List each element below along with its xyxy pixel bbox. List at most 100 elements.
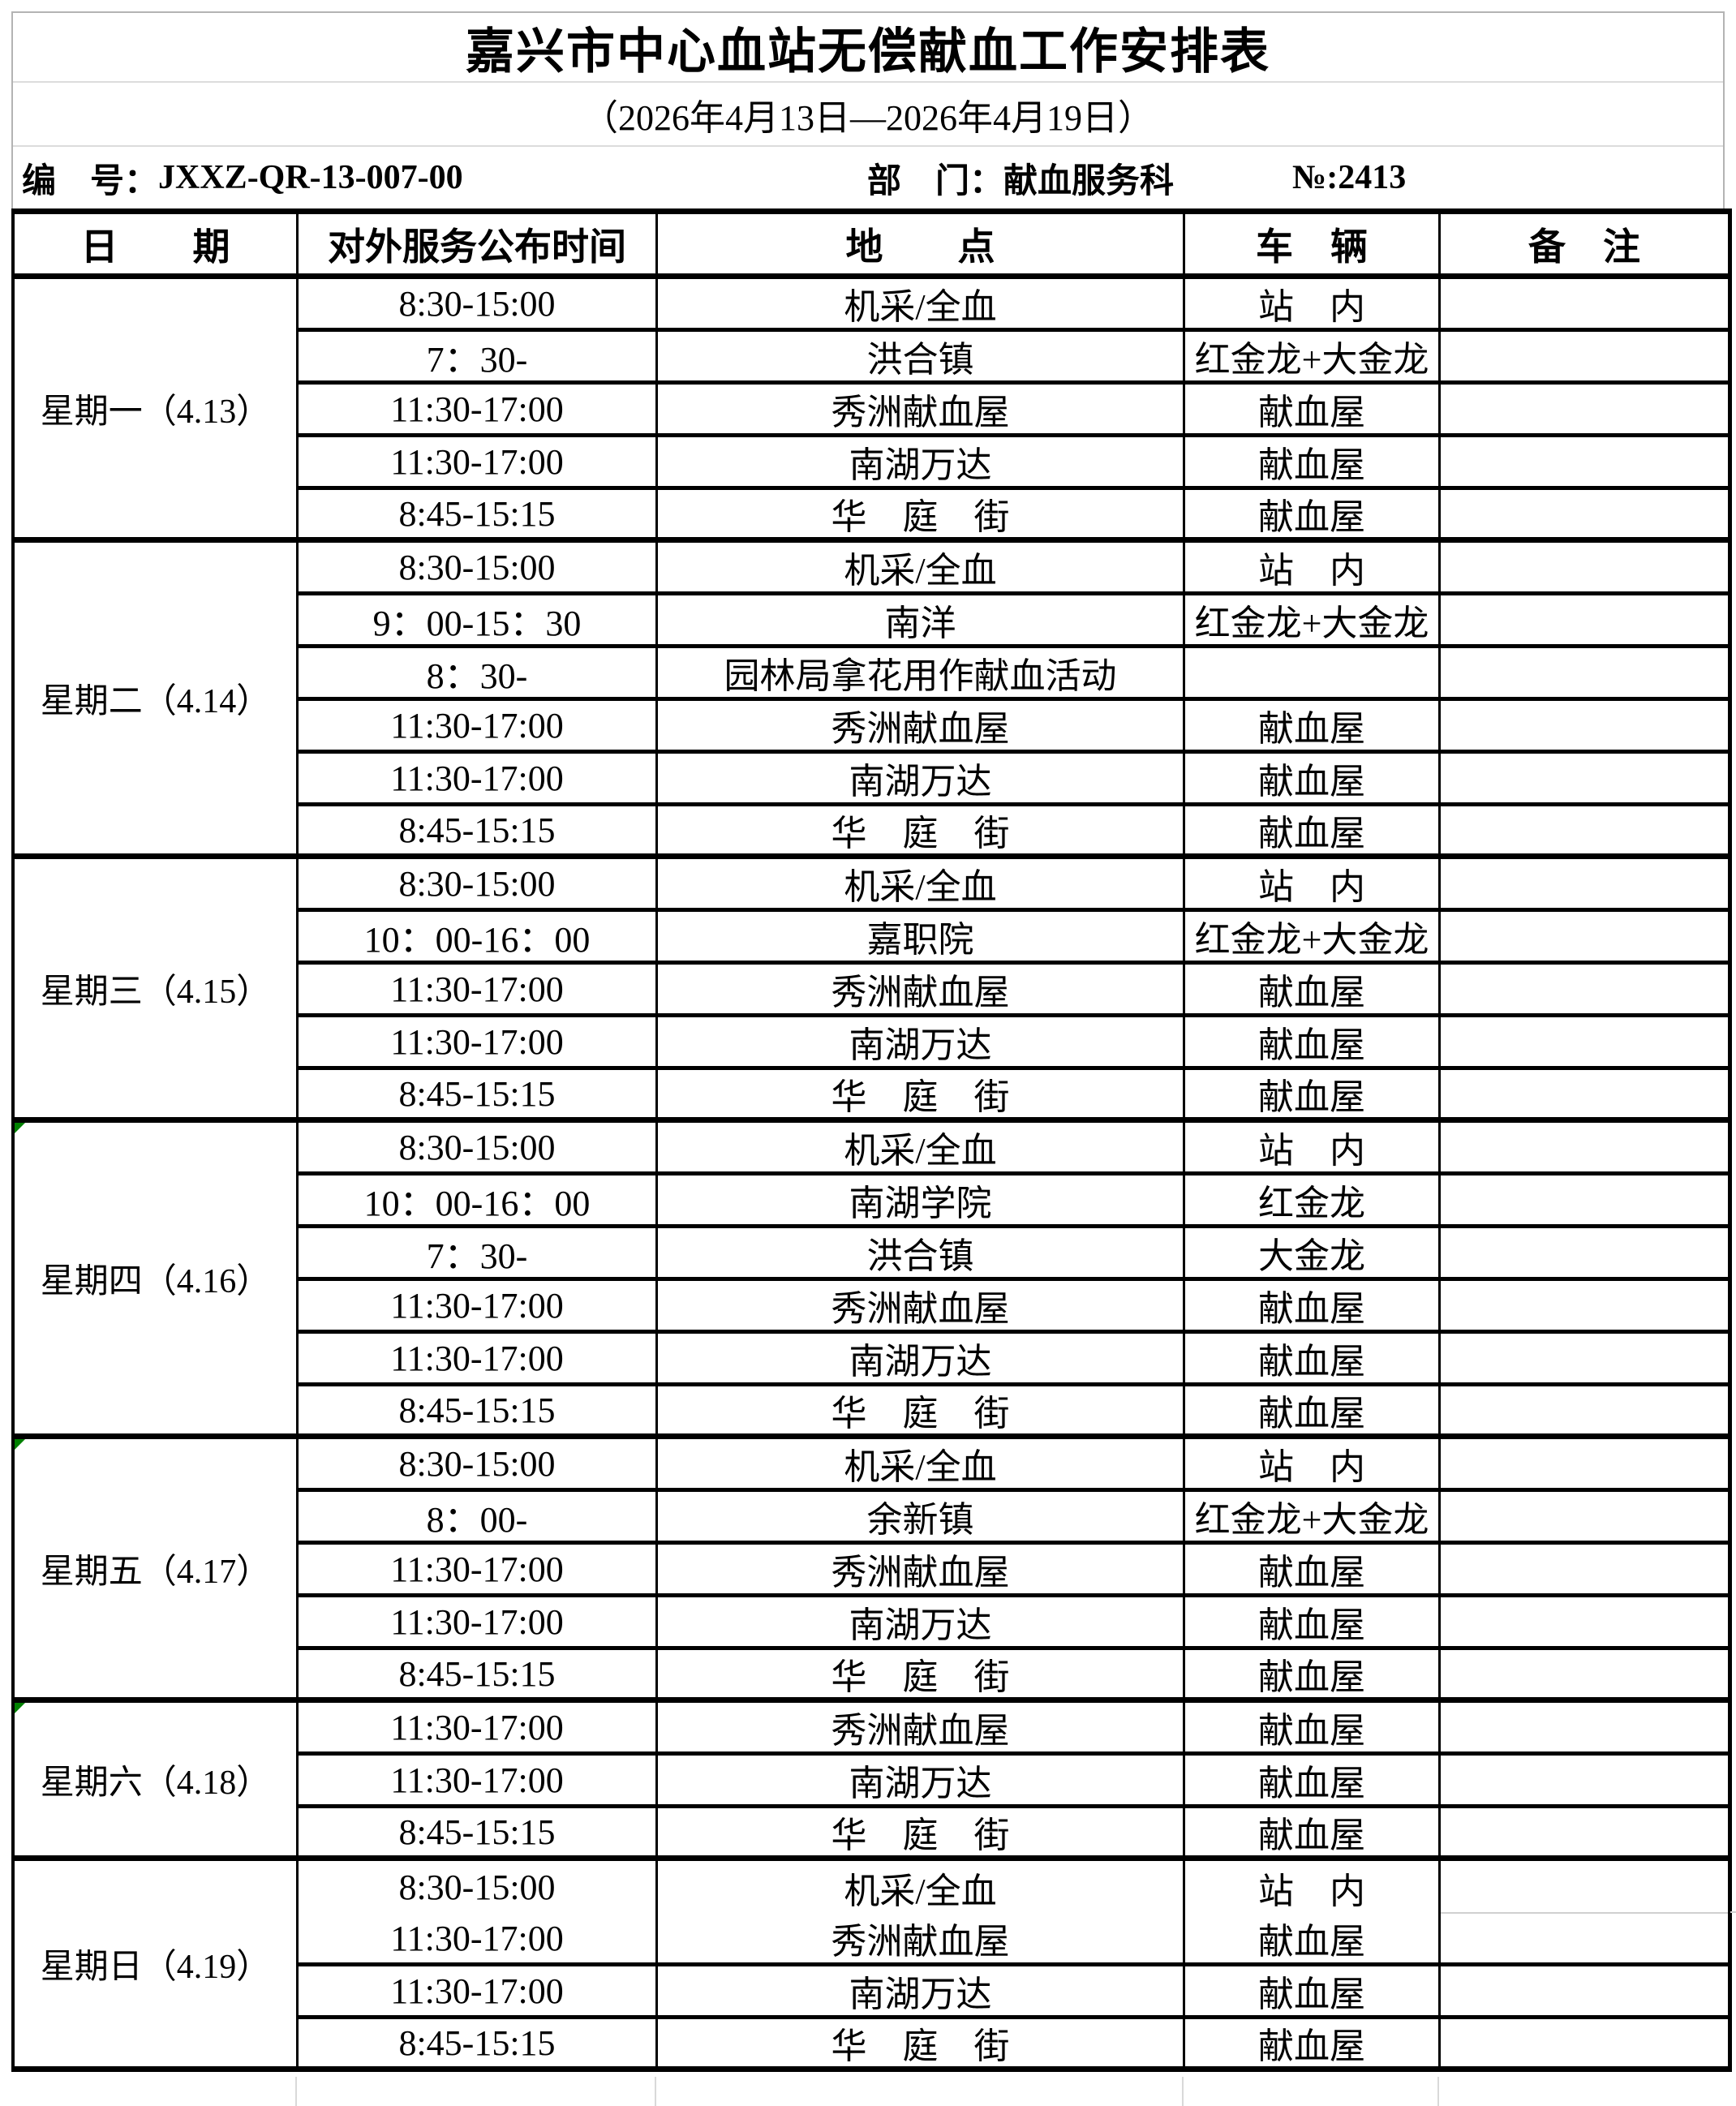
note-cell [1441,1228,1728,1281]
gridline [1730,1911,1736,1913]
day-cell: 星期六（4.18） [15,1703,299,1861]
time-cell: 9：00-15：30 [299,595,658,648]
department-label: 部 门： [867,162,1004,200]
note-cell [1441,1439,1728,1492]
page-subtitle: （2026年4月13日—2026年4月19日） [13,83,1723,147]
location-cell: 洪合镇 [658,332,1185,385]
vehicle-cell: 站 内 [1185,1861,1441,1914]
time-cell: 11:30-17:00 [299,437,658,490]
note-cell [1441,1703,1728,1756]
page-title: 嘉兴市中心血站无偿献血工作安排表 [13,13,1723,83]
vehicle-cell: 献血屋 [1185,701,1441,754]
vehicle-cell [1185,648,1441,701]
day-cell: 星期四（4.16） [15,1123,299,1439]
time-cell: 8：30- [299,648,658,701]
location-cell: 南湖万达 [658,1597,1185,1650]
vehicle-cell: 献血屋 [1185,806,1441,859]
vehicle-cell: 献血屋 [1185,490,1441,543]
location-cell: 南湖万达 [658,1334,1185,1386]
time-cell: 8:30-15:00 [299,279,658,332]
location-cell: 机采/全血 [658,279,1185,332]
note-cell [1441,1756,1728,1808]
time-cell: 11:30-17:00 [299,1017,658,1070]
note-cell [1441,332,1728,385]
doc-code: 编 号： JXXZ-QR-13-007-00 [22,147,463,208]
location-cell: 华 庭 街 [658,1386,1185,1439]
location-cell: 南洋 [658,595,1185,648]
gridline [295,2077,297,2106]
location-cell: 南湖学院 [658,1175,1185,1228]
vehicle-cell: 站 内 [1185,1123,1441,1175]
vehicle-cell: 献血屋 [1185,965,1441,1017]
column-header-note: 备 注 [1441,214,1728,279]
location-cell: 南湖万达 [658,1017,1185,1070]
location-cell: 华 庭 街 [658,1808,1185,1861]
vehicle-cell: 献血屋 [1185,1545,1441,1597]
time-cell: 8:45-15:15 [299,1808,658,1861]
time-cell: 8:30-15:00 [299,859,658,912]
location-cell: 机采/全血 [658,543,1185,595]
location-cell: 机采/全血 [658,1861,1185,1914]
time-cell: 8:45-15:15 [299,2019,658,2072]
vehicle-cell: 献血屋 [1185,1703,1441,1756]
location-cell: 南湖万达 [658,1966,1185,2019]
serial-value: 2413 [1338,159,1407,196]
column-header-date: 日 期 [15,214,299,279]
note-cell [1441,1175,1728,1228]
note-cell [1441,2019,1728,2072]
vehicle-cell: 红金龙+大金龙 [1185,912,1441,965]
note-cell [1441,754,1728,806]
time-cell: 8:30-15:00 [299,1861,658,1914]
location-cell: 机采/全血 [658,859,1185,912]
note-cell [1441,1334,1728,1386]
note-cell [1441,1281,1728,1334]
location-cell: 秀洲献血屋 [658,1703,1185,1756]
note-cell [1441,1966,1728,2019]
gridline [655,2077,656,2106]
vehicle-cell: 献血屋 [1185,1281,1441,1334]
time-cell: 7：30- [299,332,658,385]
meta-row: 编 号： JXXZ-QR-13-007-00 部 门： 献血服务科 №: 2413 [13,147,1723,208]
vehicle-cell: 红金龙+大金龙 [1185,595,1441,648]
note-cell [1441,1386,1728,1439]
vehicle-cell: 献血屋 [1185,1756,1441,1808]
serial-number: №: 2413 [1292,147,1406,208]
time-cell: 11:30-17:00 [299,1756,658,1808]
note-cell [1441,1545,1728,1597]
day-cell: 星期日（4.19） [15,1861,299,2072]
note-cell [1441,806,1728,859]
department-value: 献血服务科 [1003,162,1175,200]
vehicle-cell: 献血屋 [1185,1017,1441,1070]
note-cell [1441,1861,1728,1914]
vehicle-cell: 献血屋 [1185,1650,1441,1703]
serial-label: №: [1292,159,1339,196]
time-cell: 11:30-17:00 [299,1966,658,2019]
note-cell [1441,437,1728,490]
location-cell: 华 庭 街 [658,2019,1185,2072]
time-cell: 11:30-17:00 [299,1703,658,1756]
location-cell: 秀洲献血屋 [658,385,1185,437]
time-cell: 11:30-17:00 [299,1914,658,1966]
note-cell [1441,543,1728,595]
vehicle-cell: 献血屋 [1185,2019,1441,2072]
time-cell: 8：00- [299,1492,658,1545]
vehicle-cell: 献血屋 [1185,385,1441,437]
vehicle-cell: 站 内 [1185,859,1441,912]
column-header-time: 对外服务公布时间 [299,214,658,279]
time-cell: 11:30-17:00 [299,385,658,437]
gridline [1182,2077,1184,2106]
vehicle-cell: 献血屋 [1185,1808,1441,1861]
location-cell: 园林局拿花用作献血活动 [658,648,1185,701]
department: 部 门： 献血服务科 [867,147,1174,208]
location-cell: 华 庭 街 [658,1650,1185,1703]
time-cell: 10：00-16：00 [299,912,658,965]
time-cell: 11:30-17:00 [299,965,658,1017]
note-cell [1441,859,1728,912]
vehicle-cell: 红金龙 [1185,1175,1441,1228]
vehicle-cell: 站 内 [1185,543,1441,595]
vehicle-cell: 献血屋 [1185,754,1441,806]
location-cell: 华 庭 街 [658,806,1185,859]
vehicle-cell: 站 内 [1185,1439,1441,1492]
location-cell: 秀洲献血屋 [658,701,1185,754]
